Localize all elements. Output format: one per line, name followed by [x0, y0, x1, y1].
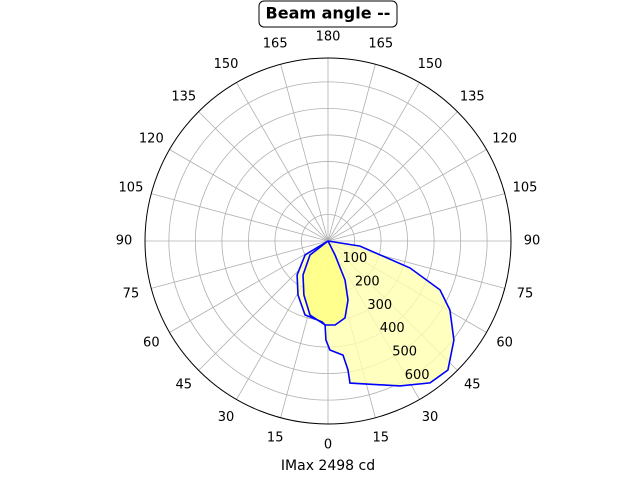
- theta-tick-label: 30: [218, 410, 235, 425]
- theta-tick-label: 0: [324, 438, 332, 453]
- chart-title: Beam angle --: [266, 4, 391, 23]
- theta-tick-label: 90: [116, 234, 133, 249]
- theta-tick-label: 75: [517, 286, 534, 301]
- theta-grid-line: [169, 240, 329, 333]
- theta-tick-label: 135: [171, 89, 196, 104]
- r-grid-circle: [168, 81, 488, 401]
- theta-tick-label: 165: [263, 36, 288, 51]
- theta-tick-label: 60: [496, 336, 513, 351]
- theta-tick-label: 105: [513, 181, 538, 196]
- theta-tick-label: 60: [143, 336, 160, 351]
- theta-tick-label: 15: [267, 431, 284, 446]
- r-tick-label: 500: [392, 345, 417, 360]
- theta-grid-line: [236, 82, 329, 242]
- theta-tick-label: 75: [123, 286, 140, 301]
- theta-grid-line: [327, 64, 376, 242]
- r-tick-label: 100: [342, 251, 367, 266]
- theta-tick-label: 45: [464, 378, 481, 393]
- series-area: [303, 241, 348, 325]
- title-box: [258, 0, 398, 28]
- theta-tick-label: 45: [175, 378, 192, 393]
- theta-grid-line: [327, 193, 505, 242]
- theta-tick-label: 165: [368, 36, 393, 51]
- theta-tick-label: 120: [139, 132, 164, 147]
- theta-grid-line: [151, 193, 329, 242]
- theta-tick-label: 150: [214, 57, 239, 72]
- theta-grid-line: [327, 149, 487, 242]
- r-tick-label: 600: [405, 368, 430, 383]
- r-grid-circle: [194, 107, 462, 375]
- theta-tick-label: 120: [492, 132, 517, 147]
- r-tick-label: 300: [367, 298, 392, 313]
- theta-tick-label: 150: [418, 57, 443, 72]
- theta-grid-line: [169, 149, 329, 242]
- theta-tick-label: 135: [460, 89, 485, 104]
- theta-tick-label: 105: [119, 181, 144, 196]
- theta-tick-label: 90: [524, 234, 541, 249]
- theta-tick-label: 180: [316, 30, 341, 45]
- theta-grid-line: [327, 111, 458, 242]
- x-axis-label: IMax 2498 cd: [281, 458, 375, 474]
- series-line: [302, 240, 349, 326]
- r-tick-label: 400: [380, 321, 405, 336]
- outer-circle: [144, 57, 512, 425]
- theta-tick-label: 15: [373, 431, 390, 446]
- theta-grid-line: [327, 82, 420, 242]
- theta-tick-label: 30: [422, 410, 439, 425]
- series-line: [296, 240, 455, 387]
- r-tick-label: 200: [355, 274, 380, 289]
- theta-grid-line: [198, 111, 329, 242]
- theta-grid-line: [280, 64, 329, 242]
- theta-grid-line: [151, 240, 329, 289]
